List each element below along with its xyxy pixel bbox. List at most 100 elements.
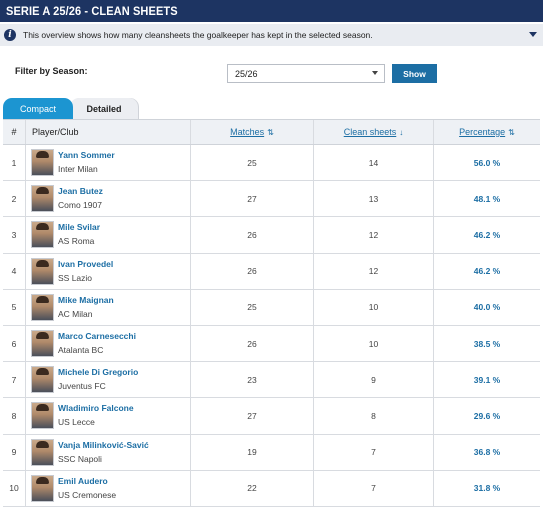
avatar[interactable] [31,438,54,466]
season-select[interactable]: 25/26 [227,64,385,83]
percentage-value: 31.8 % [473,483,501,494]
percentage-value: 40.0 % [473,302,501,313]
sort-descending-icon: ↓ [399,127,404,137]
matches-value: 26 [247,266,257,277]
percentage-value: 56.0 % [473,157,501,168]
player-name-link[interactable]: Michele Di Gregorio [58,367,139,378]
clean-sheets-value: 14 [368,157,379,168]
player-name-link[interactable]: Mile Svilar [58,222,101,233]
table-row: 7 Michele Di Gregorio Juventus FC 23 9 3… [3,362,540,399]
table-row: 3 Mile Svilar AS Roma 26 12 46.2 % [3,217,540,254]
matches-value: 26 [247,229,257,240]
sort-matches[interactable]: Matches ⇅ [191,120,314,144]
clean-sheets-table: # Player/Club Matches ⇅ Clean sheets ↓ Per… [3,119,540,507]
rank-value: 7 [11,374,17,385]
matches-value: 22 [247,483,257,494]
club-name-link[interactable]: Juventus FC [58,381,106,392]
table-body: 1 Yann Sommer Inter Milan 25 14 56.0 % 2… [3,145,540,507]
club-name-link[interactable]: SS Lazio [58,272,93,283]
rank-value: 4 [11,266,17,277]
column-header-percentage[interactable]: Percentage [459,127,506,137]
avatar[interactable] [31,185,54,213]
avatar[interactable] [31,402,54,430]
sort-icon: ⇅ [508,127,515,137]
table-row: 4 Ivan Provedel SS Lazio 26 12 46.2 % [3,253,540,290]
table-row: 6 Marco Carnesecchi Atalanta BC 26 10 38… [3,325,540,363]
club-name-link[interactable]: Como 1907 [58,200,102,211]
matches-value: 25 [247,157,257,168]
player-name-link[interactable]: Marco Carnesecchi [58,331,136,342]
player-name-link[interactable]: Ivan Provedel [58,258,114,269]
column-header-rank: # [11,127,17,137]
info-icon: i [4,29,16,41]
percentage-value: 48.1 % [473,193,501,204]
matches-value: 19 [247,447,257,458]
tab-detailed[interactable]: Detailed [70,98,138,119]
percentage-value: 36.8 % [473,447,501,458]
season-select-value: 25/26 [235,68,258,79]
table-header: # Player/Club Matches ⇅ Clean sheets ↓ Per… [3,120,540,145]
rank-value: 1 [11,157,17,168]
percentage-value: 46.2 % [473,266,501,277]
info-text: This overview shows how many cleansheets… [23,30,373,40]
avatar[interactable] [31,293,54,321]
matches-value: 25 [247,302,257,313]
table-row: 9 Vanja Milinković-Savić SSC Napoli 19 7… [3,434,540,471]
club-name-link[interactable]: Inter Milan [58,164,98,175]
table-row: 10 Emil Audero US Cremonese 22 7 31.8 % [3,470,540,507]
club-name-link[interactable]: AC Milan [58,308,93,319]
rank-value: 6 [11,338,17,349]
rank-value: 10 [9,483,19,494]
sort-clean-sheets[interactable]: Clean sheets ↓ [314,120,434,144]
rank-value: 9 [11,447,17,458]
avatar[interactable] [31,330,54,358]
column-header-matches[interactable]: Matches [230,127,265,137]
matches-value: 26 [247,338,257,349]
clean-sheets-value: 7 [371,447,376,458]
player-name-link[interactable]: Jean Butez [58,186,103,197]
view-tabs: Detailed Compact [3,98,543,119]
player-name-link[interactable]: Emil Audero [58,475,108,486]
chevron-down-icon[interactable] [529,32,537,37]
page-header: SERIE A 25/26 - CLEAN SHEETS [0,0,543,22]
show-button[interactable]: Show [392,64,437,83]
player-name-link[interactable]: Yann Sommer [58,150,115,161]
tab-compact[interactable]: Compact [3,98,73,119]
clean-sheets-value: 13 [368,193,379,204]
player-name-link[interactable]: Vanja Milinković-Savić [58,439,149,450]
avatar[interactable] [31,221,54,249]
clean-sheets-value: 10 [368,338,379,349]
filter-label: Filter by Season: [15,66,88,76]
rank-value: 3 [11,229,17,240]
player-name-link[interactable]: Wladimiro Falcone [58,403,134,414]
matches-value: 23 [247,374,257,385]
clean-sheets-value: 9 [371,374,376,385]
avatar[interactable] [31,149,54,177]
avatar[interactable] [31,366,54,394]
rank-value: 5 [11,302,17,313]
column-header-player: Player/Club [32,127,79,137]
club-name-link[interactable]: AS Roma [58,236,95,247]
matches-value: 27 [247,410,257,421]
matches-value: 27 [247,193,257,204]
percentage-value: 46.2 % [473,229,501,240]
club-name-link[interactable]: US Lecce [58,417,95,428]
clean-sheets-value: 12 [368,229,379,240]
column-header-clean-sheets[interactable]: Clean sheets [343,127,397,137]
club-name-link[interactable]: US Cremonese [58,489,117,500]
sort-percentage[interactable]: Percentage ⇅ [434,120,540,144]
avatar[interactable] [31,474,54,502]
table-row: 8 Wladimiro Falcone US Lecce 27 8 29.6 % [3,398,540,435]
avatar[interactable] [31,257,54,285]
club-name-link[interactable]: SSC Napoli [58,453,102,464]
rank-value: 2 [11,193,17,204]
clean-sheets-value: 8 [371,410,376,421]
percentage-value: 38.5 % [473,338,501,349]
club-name-link[interactable]: Atalanta BC [58,345,104,356]
page-title: SERIE A 25/26 - CLEAN SHEETS [6,4,178,18]
player-name-link[interactable]: Mike Maignan [58,294,114,305]
rank-value: 8 [11,410,17,421]
table-row: 5 Mike Maignan AC Milan 25 10 40.0 % [3,289,540,326]
info-bar[interactable]: i This overview shows how many cleanshee… [0,24,543,46]
clean-sheets-value: 7 [371,483,376,494]
